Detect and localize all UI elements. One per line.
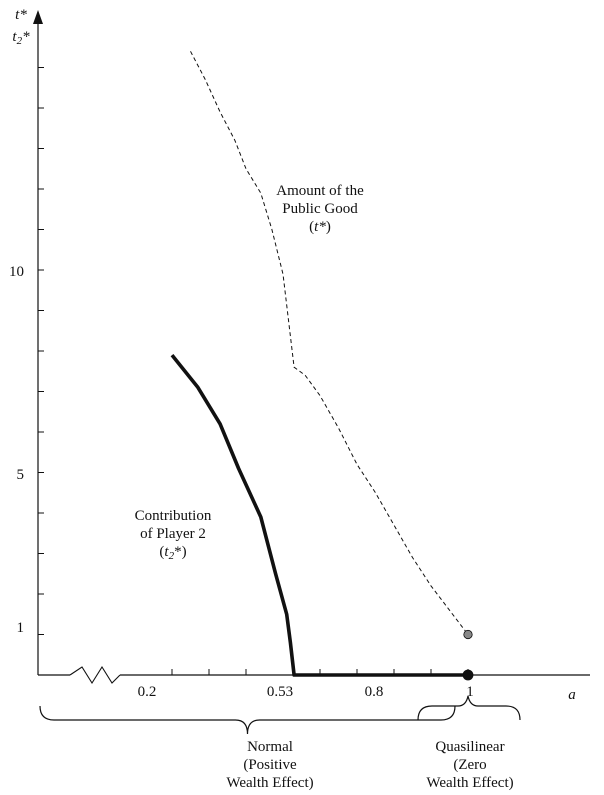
annotation-player2: Contribution of Player 2 (t2*)	[134, 508, 212, 562]
x-axis-label-a: a	[568, 687, 576, 703]
axes	[33, 10, 590, 685]
series-player2-line	[170, 353, 468, 677]
y-axis-label-t-star: t*	[15, 7, 27, 23]
y-tick-label-10: 10	[9, 264, 24, 280]
y-axis-arrow	[33, 10, 43, 24]
y-tick-label-5: 5	[16, 467, 25, 483]
x-tick-label-1: 1	[466, 684, 474, 700]
series-public-good-line	[190, 51, 469, 635]
x-axis-break-zigzag	[69, 665, 121, 685]
annotation-public-good: Amount of the Public Good (t*)	[276, 183, 364, 235]
region-braces	[39, 695, 521, 735]
brace-normal-region	[39, 705, 456, 735]
annotation-quasilinear-region: Quasilinear (Zero Wealth Effect)	[426, 739, 514, 791]
chart-marks	[170, 51, 474, 681]
y-tick-label-1: 1	[16, 620, 25, 636]
x-tick-label-0-8: 0.8	[364, 684, 384, 700]
annotation-normal-region: Normal (Positive Wealth Effect)	[226, 739, 314, 791]
x-tick-label-0-2: 0.2	[137, 684, 157, 700]
point-a1-zero	[462, 669, 474, 681]
brace-quasilinear-region	[417, 695, 521, 721]
point-a1-one	[463, 629, 473, 640]
y-axis-label-t2-star: t2*	[12, 29, 30, 47]
x-tick-label-0-53: 0.53	[266, 684, 294, 700]
